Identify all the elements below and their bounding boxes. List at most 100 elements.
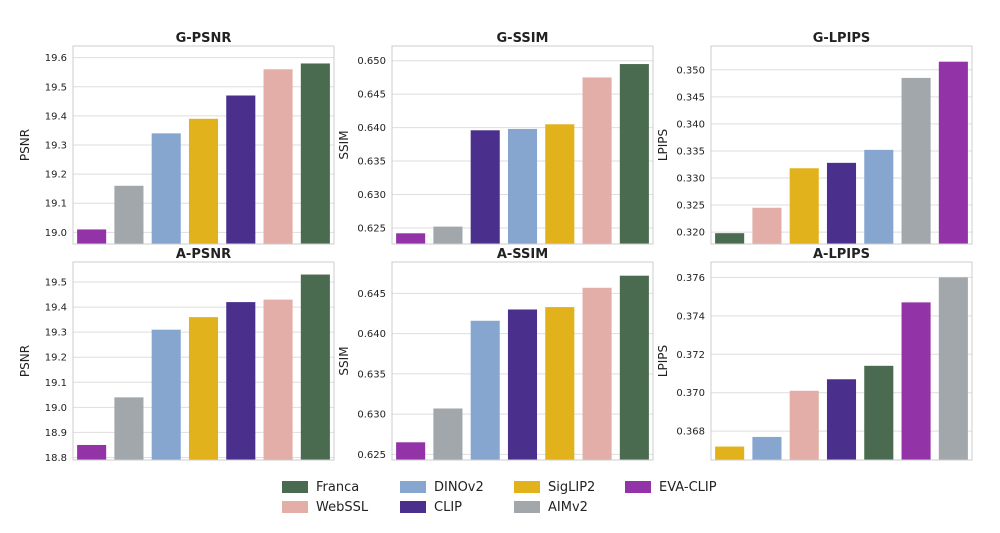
y-tick-label: 19.5 [45, 278, 67, 289]
bar [263, 299, 293, 460]
y-tick-label: 19.6 [45, 53, 67, 64]
legend-item-clip: CLIP [400, 498, 462, 516]
y-tick-label: 0.368 [676, 427, 705, 438]
y-tick-label: 18.8 [45, 453, 67, 464]
y-tick-label: 0.320 [676, 228, 705, 239]
bar [396, 442, 426, 460]
legend-label: Franca [316, 479, 360, 495]
y-axis-label: PSNR [18, 345, 32, 377]
legend-label: SigLIP2 [548, 479, 596, 495]
bar [433, 408, 463, 460]
y-tick-label: 19.1 [45, 378, 67, 389]
bar [226, 302, 256, 460]
bar [188, 317, 219, 460]
legend-swatch [625, 481, 651, 493]
bar [188, 118, 219, 244]
bar [789, 390, 819, 460]
y-tick-label: 19.0 [45, 403, 67, 414]
bar [263, 69, 293, 244]
bar [300, 274, 330, 460]
plot-frame [391, 45, 654, 245]
y-tick-label: 0.640 [357, 123, 386, 134]
bar [507, 128, 538, 244]
legend-swatch [400, 481, 426, 493]
y-tick-label: 19.5 [45, 82, 67, 93]
bar [396, 233, 426, 244]
legend-label: WebSSL [316, 499, 369, 515]
y-tick-label: 0.635 [357, 157, 386, 168]
bar [715, 233, 745, 244]
bar [826, 162, 857, 244]
legend-label: DINOv2 [434, 479, 484, 495]
chart-title: G-PSNR [176, 31, 232, 46]
y-tick-label: 0.630 [357, 410, 386, 421]
y-tick-label: 0.372 [676, 350, 705, 361]
legend-item-franca: Franca [282, 478, 359, 496]
y-tick-label: 0.625 [357, 223, 386, 234]
bar [114, 185, 144, 244]
chart-title: A-LPIPS [813, 247, 870, 262]
y-tick-label: 0.635 [357, 369, 386, 380]
bar [151, 133, 181, 244]
y-tick-label: 0.640 [357, 329, 386, 340]
chart-title: G-LPIPS [813, 31, 871, 46]
y-tick-label: 19.4 [45, 303, 67, 314]
legend-item-dinov2: DINOv2 [400, 478, 484, 496]
y-tick-label: 18.9 [45, 428, 67, 439]
legend-item-siglip2: SigLIP2 [514, 478, 595, 496]
bar [619, 275, 649, 460]
y-tick-label: 0.645 [357, 289, 386, 300]
y-tick-label: 0.374 [676, 311, 705, 322]
legend-label: EVA-CLIP [659, 479, 717, 495]
bar [752, 436, 782, 460]
bar [901, 302, 931, 460]
y-tick-label: 19.3 [45, 328, 67, 339]
chart-title: A-PSNR [176, 247, 231, 262]
y-tick-label: 19.0 [45, 228, 67, 239]
bar [582, 77, 612, 245]
legend-swatch [282, 501, 308, 513]
y-tick-label: 0.345 [676, 92, 705, 103]
legend-item-eva-clip: EVA-CLIP [625, 478, 717, 496]
bar [619, 64, 649, 244]
plot-frame [72, 261, 335, 461]
bar [715, 446, 745, 460]
plot-frame [710, 45, 973, 245]
bar [151, 329, 181, 460]
bar [545, 124, 575, 244]
y-tick-label: 0.370 [676, 388, 705, 399]
plot-frame [710, 261, 973, 461]
bar [864, 149, 894, 244]
panel-a-ssim: 0.625 0.630 0.635 0.640 0.645 A-SSIM SSIM [337, 247, 654, 461]
y-tick-label: 19.2 [45, 353, 67, 364]
y-tick-label: 0.335 [676, 146, 705, 157]
panel-g-lpips: 0.320 0.325 0.330 0.335 0.340 0.345 0.350 G-LPI… [656, 31, 973, 245]
chart-title: A-SSIM [497, 247, 548, 262]
y-axis-label: LPIPS [656, 129, 670, 161]
y-tick-label: 0.645 [357, 90, 386, 101]
y-tick-label: 0.330 [676, 174, 705, 185]
bar [789, 168, 819, 244]
legend-item-aimv2: AIMv2 [514, 498, 588, 516]
y-axis-label: SSIM [337, 130, 351, 159]
legend-swatch [400, 501, 426, 513]
legend-label: CLIP [434, 499, 462, 515]
bar [470, 130, 500, 244]
bar [826, 379, 857, 460]
y-tick-label: 19.3 [45, 141, 67, 152]
y-tick-label: 19.2 [45, 170, 67, 181]
legend-swatch [282, 481, 308, 493]
plot-frame [391, 261, 654, 461]
legend-swatch [514, 501, 540, 513]
bar [77, 229, 107, 244]
panel-a-lpips: 0.368 0.370 0.372 0.374 0.376 A-LPIPS LPIPS [656, 247, 973, 461]
y-axis-label: LPIPS [656, 345, 670, 377]
bar [752, 207, 782, 244]
bar [77, 444, 107, 460]
bar [114, 397, 144, 460]
y-tick-label: 19.1 [45, 199, 67, 210]
y-tick-label: 0.325 [676, 201, 705, 212]
y-tick-label: 0.625 [357, 450, 386, 461]
bar [938, 61, 968, 245]
figure: 19.0 19.1 19.2 19.3 19.4 19.5 19.6 G-PSNR PSNR 0… [18, 31, 973, 464]
